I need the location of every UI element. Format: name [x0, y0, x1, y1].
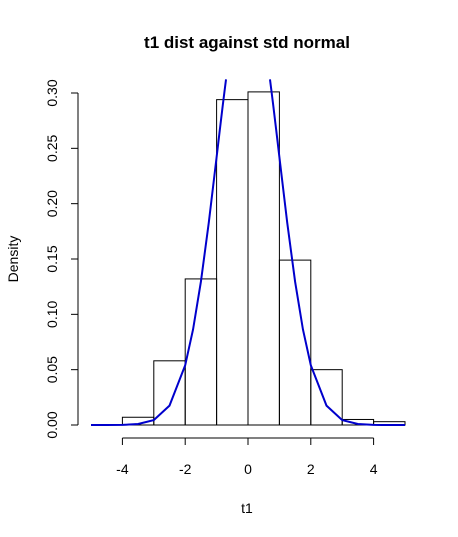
y-axis: 0.00 0.05 0.10 0.15 0.20 0.25 0.30: [44, 79, 79, 439]
x-axis: -4 -2 0 2 4: [116, 437, 378, 477]
y-axis-label: Density: [5, 236, 21, 283]
normal-curve-right: [268, 79, 405, 426]
x-tick-label-0: -4: [116, 461, 129, 477]
x-tick-label-4: 4: [370, 461, 378, 477]
histogram-bar-2: [184, 278, 218, 426]
x-tick-label-3: 2: [307, 461, 315, 477]
y-tick-label-6: 0.30: [44, 79, 60, 106]
y-tick-label-5: 0.25: [44, 134, 60, 161]
histogram-bars: [121, 91, 406, 426]
y-tick-label-0: 0.00: [44, 411, 60, 438]
chart-title: t1 dist against std normal: [144, 33, 350, 52]
histogram-bar-6: [310, 369, 343, 426]
y-tick-label-3: 0.15: [44, 245, 60, 272]
histogram-bar-5: [278, 259, 312, 426]
histogram-bar-3: [216, 99, 249, 426]
x-tick-label-2: 0: [244, 461, 252, 477]
y-tick-label-2: 0.10: [44, 300, 60, 327]
x-tick-label-1: -2: [179, 461, 192, 477]
normal-curve-left: [91, 79, 228, 426]
y-tick-label-1: 0.05: [44, 356, 60, 383]
normal-curve-group: [91, 79, 405, 426]
x-axis-label: t1: [241, 500, 253, 516]
y-tick-label-4: 0.20: [44, 190, 60, 217]
histogram-bar-4: [247, 91, 280, 426]
